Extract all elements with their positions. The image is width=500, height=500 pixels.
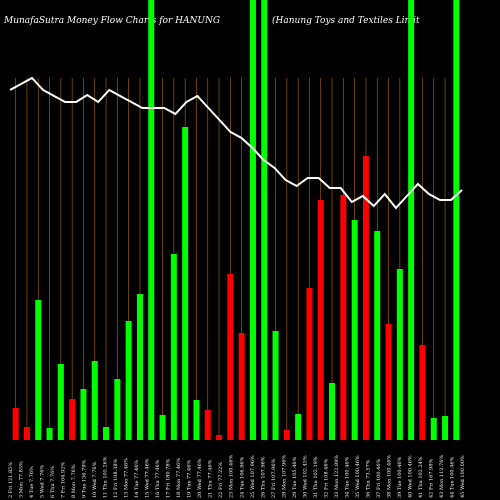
x-tick-label: 37 Fri 100.46% xyxy=(376,459,382,498)
x-tick-label: 22 Fri 77.22% xyxy=(218,462,224,498)
bar-28 xyxy=(317,200,324,440)
x-tick-label: 6 Thu 7.76% xyxy=(50,466,56,498)
bar-30 xyxy=(340,195,347,440)
bar-25 xyxy=(283,430,290,440)
bar-31 xyxy=(351,220,358,440)
bar-38 xyxy=(430,418,437,440)
x-tick-label: 44 Tue 100.46% xyxy=(449,456,455,498)
bar-40 xyxy=(453,0,460,440)
bar-6 xyxy=(69,399,76,440)
price-line xyxy=(9,76,463,210)
x-tick-label: 33 Mon 122.89% xyxy=(334,455,340,498)
bar-22 xyxy=(249,0,256,440)
bar-10 xyxy=(114,379,121,440)
price-line-group xyxy=(9,76,463,210)
bar-34 xyxy=(385,324,392,440)
x-tick-label: 31 Thu 102.19% xyxy=(313,456,319,498)
x-tick-label: 45 Wed 100.00% xyxy=(460,455,466,498)
bar-1 xyxy=(12,408,19,440)
bar-13 xyxy=(148,0,155,440)
bar-36 xyxy=(408,0,415,440)
x-tick-label: 26 Thu 107.96% xyxy=(260,456,266,498)
x-tick-label: 27 Fri 107.96% xyxy=(271,459,277,498)
x-tick-label: 24 Tue 106.96% xyxy=(239,456,245,498)
x-tick-label: 5 Wed 7.76% xyxy=(40,465,46,498)
bar-39 xyxy=(442,416,449,440)
x-tick-label: 17 Fri 180.78% xyxy=(166,459,172,498)
bar-9 xyxy=(103,427,110,440)
bar-14 xyxy=(159,415,166,440)
x-tick-label: 19 Tue 77.46% xyxy=(187,460,193,498)
x-tick-label: 10 Wed 7.76% xyxy=(92,461,98,498)
bar-7 xyxy=(80,389,87,440)
bar-26 xyxy=(295,414,302,440)
x-tick-labels: 2 Fri 121.85% 3 Mon 77.85% 4 Tue 7.76% 5 We… xyxy=(8,455,466,498)
x-tick-label: 34 Tue 100.46% xyxy=(344,456,350,498)
x-tick-label: 39 Tue 100.46% xyxy=(397,456,403,498)
bar-29 xyxy=(329,383,336,440)
x-tick-label: 3 Mon 77.85% xyxy=(19,461,25,498)
x-tick-label: 8 Mon 7.76% xyxy=(71,464,77,498)
bar-4 xyxy=(46,428,53,440)
bar-15 xyxy=(170,254,177,440)
x-tick-label: 15 Wed 77.46% xyxy=(145,458,151,498)
bar-11 xyxy=(125,321,132,440)
x-tick-label: 23 Mon 100.46% xyxy=(229,455,235,498)
x-tick-label: 20 Wed 77.46% xyxy=(197,458,203,498)
bar-2 xyxy=(23,427,30,440)
chart-title: MunafaSutra Money Flow Charts for HANUNG xyxy=(3,16,220,26)
x-tick-label: 21 Thu 77.46% xyxy=(208,459,214,498)
x-tick-label: 41 Thu 102.24% xyxy=(418,456,424,498)
x-tick-label: 43 Mon 112.76% xyxy=(439,455,445,498)
bars-group xyxy=(12,0,460,440)
bar-5 xyxy=(57,364,64,440)
x-tick-label: 38 Mon 100.46% xyxy=(386,455,392,498)
x-tick-label: 32 Fri 108.46% xyxy=(323,459,329,498)
bar-21 xyxy=(238,333,245,440)
bar-33 xyxy=(374,231,381,440)
x-tick-label: 7 Fri 104.92% xyxy=(61,462,67,498)
x-tick-label: 2 Fri 121.85% xyxy=(8,462,14,498)
chart-subtitle: (Hanung Toys and Textiles Limit xyxy=(272,15,420,26)
bar-12 xyxy=(136,294,143,440)
x-tick-label: 36 Thu 73.57% xyxy=(365,459,371,498)
x-tick-label: 16 Thu 77.46% xyxy=(155,459,161,498)
x-tick-label: 40 Wed 100.46% xyxy=(407,455,413,498)
bar-23 xyxy=(261,0,268,440)
bar-8 xyxy=(91,361,98,440)
x-tick-label: 4 Tue 7.76% xyxy=(29,466,35,498)
x-tick-label: 12 Fri 108.38% xyxy=(113,459,119,498)
x-tick-label: 9 Tue 136.79% xyxy=(82,460,88,498)
bar-19 xyxy=(216,435,223,440)
bar-32 xyxy=(362,156,369,440)
x-tick-label: 42 Fri 167.98% xyxy=(428,459,434,498)
bar-3 xyxy=(35,300,42,440)
x-tick-label: 13 Mon 77.46% xyxy=(124,458,130,498)
x-tick-label: 30 Wed 102.45% xyxy=(302,455,308,498)
bar-16 xyxy=(182,127,189,440)
bar-17 xyxy=(193,400,200,440)
x-tick-label: 11 Thu 105.26% xyxy=(103,456,109,498)
x-tick-label: 25 Wed 107.96% xyxy=(250,455,256,498)
x-tick-label: 14 Tue 77.46% xyxy=(134,460,140,498)
bar-37 xyxy=(419,345,426,440)
bar-24 xyxy=(272,331,279,440)
x-tick-label: 35 Wed 100.46% xyxy=(355,455,361,498)
bar-20 xyxy=(227,274,234,440)
bar-35 xyxy=(396,269,403,440)
x-tick-label: 28 Mon 107.96% xyxy=(281,455,287,498)
x-tick-label: 29 Tue 105.46% xyxy=(292,456,298,498)
bar-18 xyxy=(204,410,211,440)
bar-27 xyxy=(306,288,313,440)
x-tick-label: 18 Mon 77.46% xyxy=(176,458,182,498)
